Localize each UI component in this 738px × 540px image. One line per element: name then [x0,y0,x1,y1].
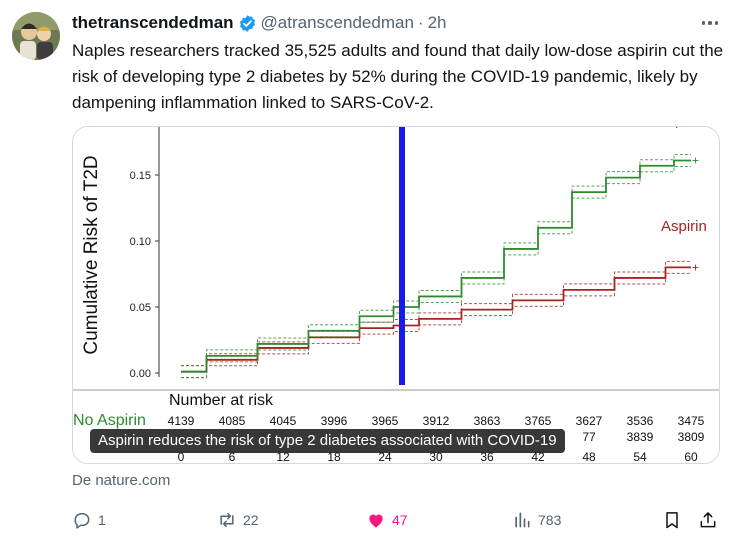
risk-count-no-aspirin: 4085 [219,414,246,428]
verified-badge-icon [238,14,257,33]
aspirin-series-censor-mark: + [692,260,699,274]
risk-count-no-aspirin: 3863 [474,414,501,428]
legend-aspirin: Aspirin [661,218,707,235]
risk-count-no-aspirin: 4139 [168,414,195,428]
bookmark-icon [666,512,678,529]
like-button[interactable]: 47 [366,506,408,534]
x-tick-label: 42 [531,450,545,464]
x-tick-label: 30 [429,450,443,464]
views-button[interactable]: 783 [512,506,561,534]
time-separator: · [417,13,424,32]
share-icon [700,512,716,528]
aspirin-series-line [181,266,691,373]
more-options-icon[interactable] [696,12,724,34]
risk-count-no-aspirin: 3536 [627,414,654,428]
no-aspirin-series-censor-mark: + [692,153,699,167]
no-aspirin-series-lower-ci [181,165,691,379]
risk-count-no-aspirin: 3765 [525,414,552,428]
x-tick-label: 60 [684,450,698,464]
no-aspirin-series-upper-ci [181,153,691,367]
aspirin-series-lower-ci [181,272,691,379]
x-tick-label: 24 [378,450,392,464]
user-handle[interactable]: @atranscendedman [260,13,414,32]
aspirin-series-upper-ci [181,260,691,367]
y-tick-label: 0.05 [130,302,151,314]
risk-count-aspirin: 3839 [627,430,654,444]
avatar[interactable] [12,12,60,60]
risk-count-no-aspirin: 3475 [678,414,705,428]
link-source[interactable]: De nature.com [72,472,171,489]
risk-count-no-aspirin: 3627 [576,414,603,428]
chart-background [73,127,719,463]
risk-count-no-aspirin: 3912 [423,414,450,428]
post-media-chart[interactable]: 0.00 0.05 0.10 0.15 Cumulative Risk of T2D + +… [72,126,720,464]
reply-button[interactable]: 1 [72,506,106,534]
risk-count-aspirin: 3809 [678,430,705,444]
risk-table-title: Number at risk [169,392,274,409]
media-caption: Aspirin reduces the risk of type 2 diabe… [90,429,565,453]
legend-no-aspirin-clipped: No Aspirin [635,127,703,129]
risk-count-aspirin: 77 [582,430,596,444]
x-tick-label: 0 [178,450,185,464]
repost-count: 22 [243,512,259,528]
y-tick-label: 0.15 [130,170,151,182]
heart-icon [369,514,383,528]
share-button[interactable] [698,506,724,534]
post-time[interactable]: 2h [427,13,447,32]
km-chart: 0.00 0.05 0.10 0.15 Cumulative Risk of T2D + +… [73,127,719,464]
x-tick-label: 54 [633,450,647,464]
risk-count-no-aspirin: 4045 [270,414,297,428]
action-bar: 1 22 47 783 [72,506,722,534]
y-tick-label: 0.00 [130,368,151,380]
like-count: 47 [392,512,408,528]
x-tick-label: 6 [229,450,236,464]
repost-icon [220,513,234,527]
y-tick-label: 0.10 [130,236,151,248]
display-name[interactable]: thetranscendedman [72,13,234,32]
no-aspirin-series-line [181,159,691,373]
view-count: 783 [538,512,562,528]
bookmark-button[interactable] [662,506,688,534]
repost-button[interactable]: 22 [217,506,259,534]
x-tick-label: 36 [480,450,494,464]
views-icon [515,512,530,528]
risk-count-no-aspirin: 3996 [321,414,348,428]
risk-count-no-aspirin: 3965 [372,414,399,428]
reply-icon [74,513,90,529]
x-tick-label: 12 [276,450,290,464]
y-axis-label: Cumulative Risk of T2D [81,155,102,354]
risk-row-label-no-aspirin: No Aspirin [73,412,146,429]
post-header: thetranscendedman @atranscendedman · 2h [72,12,724,34]
post-text: Naples researchers tracked 35,525 adults… [72,41,724,112]
x-tick-label: 48 [582,450,596,464]
x-tick-label: 18 [327,450,341,464]
reply-count: 1 [98,512,106,528]
